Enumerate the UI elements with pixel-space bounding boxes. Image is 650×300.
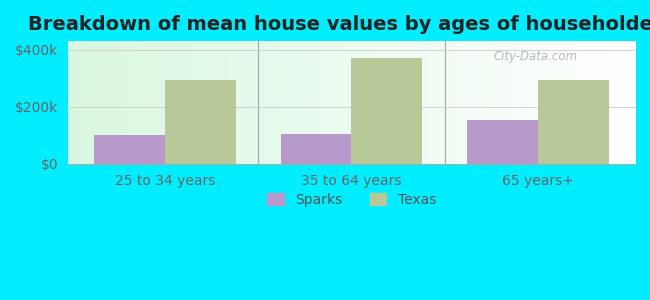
Bar (538, 80, 609, 164)
Bar (467, 120, 538, 164)
Bar (281, 134, 352, 164)
Bar (352, 58, 422, 164)
Bar (164, 80, 236, 164)
Bar (352, 58, 422, 164)
Legend: Sparks, Texas: Sparks, Texas (261, 187, 441, 212)
Bar (94, 135, 164, 164)
Text: City-Data.com: City-Data.com (493, 50, 577, 63)
Bar (538, 80, 609, 164)
Bar (281, 134, 352, 164)
Bar (94, 135, 164, 164)
Title: Breakdown of mean house values by ages of householders: Breakdown of mean house values by ages o… (29, 15, 650, 34)
Bar (164, 80, 236, 164)
Bar (467, 120, 538, 164)
